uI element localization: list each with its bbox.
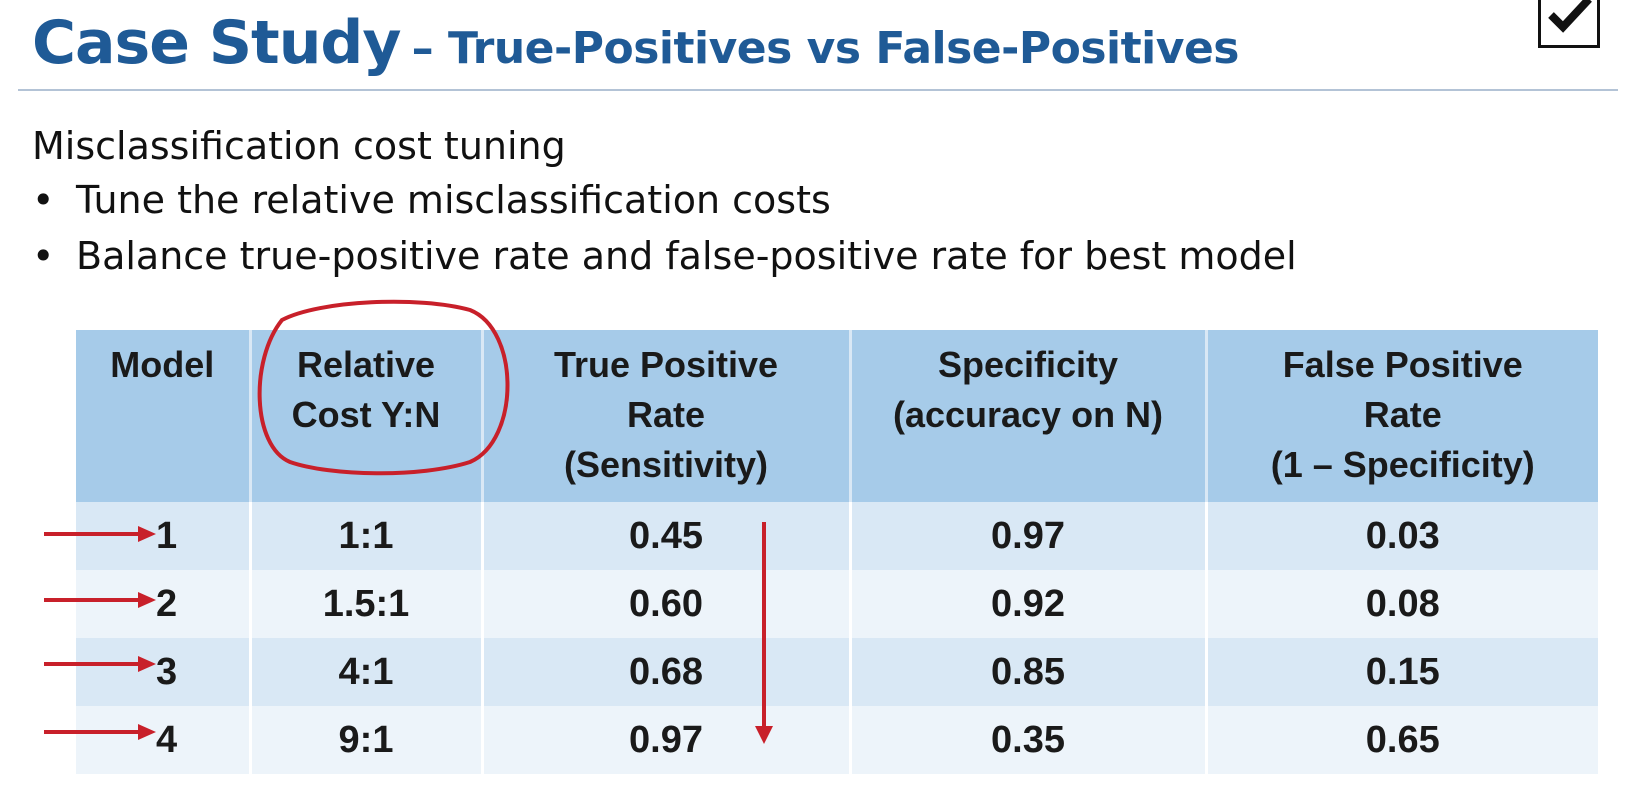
results-table-container: Model Relative Cost Y:N True Positive Rate… (76, 330, 1598, 774)
bullet-dot: • (32, 234, 55, 278)
title-main: Case Study (32, 8, 401, 78)
cell-specificity: 0.85 (850, 638, 1208, 706)
bullet-list: • Tune the relative misclassification cos… (32, 178, 1297, 290)
cell-model: 1 (76, 502, 252, 570)
bullet-item: • Tune the relative misclassification cos… (32, 178, 1297, 234)
header-relative-cost: Relative Cost Y:N (250, 330, 484, 502)
bullet-item: • Balance true-positive rate and false-po… (32, 234, 1297, 290)
checkbox-icon[interactable] (1538, 0, 1600, 48)
table-row: 4 9:1 0.97 0.35 0.65 (76, 706, 1598, 774)
header-false-positive-rate: False Positive Rate (1 – Specificity) (1206, 330, 1598, 502)
table-header-row: Model Relative Cost Y:N True Positive Rate… (76, 330, 1598, 502)
bullet-text: Balance true-positive rate and false-pos… (76, 234, 1297, 278)
cell-fpr: 0.65 (1206, 706, 1598, 774)
intro-text: Misclassification cost tuning (32, 124, 566, 168)
cell-cost: 1:1 (250, 502, 484, 570)
cell-cost: 9:1 (250, 706, 484, 774)
title-divider (18, 89, 1618, 91)
title-subtitle: – True-Positives vs False-Positives (411, 23, 1240, 74)
header-label: Specificity (accuracy on N) (892, 344, 1164, 435)
cell-specificity: 0.35 (850, 706, 1208, 774)
bullet-dot: • (32, 178, 55, 222)
cell-model: 2 (76, 570, 252, 638)
cell-tpr: 0.97 (482, 706, 852, 774)
cell-fpr: 0.08 (1206, 570, 1598, 638)
cell-fpr: 0.15 (1206, 638, 1598, 706)
cell-tpr: 0.60 (482, 570, 852, 638)
header-label: True Positive Rate (Sensitivity) (553, 344, 779, 485)
results-table: Model Relative Cost Y:N True Positive Rate… (76, 330, 1598, 774)
header-model: Model (76, 330, 252, 502)
cell-cost: 1.5:1 (250, 570, 484, 638)
table-row: 2 1.5:1 0.60 0.92 0.08 (76, 570, 1598, 638)
cell-cost: 4:1 (250, 638, 484, 706)
cell-tpr: 0.45 (482, 502, 852, 570)
header-true-positive-rate: True Positive Rate (Sensitivity) (482, 330, 852, 502)
header-specificity: Specificity (accuracy on N) (850, 330, 1208, 502)
cell-tpr: 0.68 (482, 638, 852, 706)
slide-title: Case Study – True-Positives vs False-Pos… (32, 8, 1239, 78)
cell-specificity: 0.92 (850, 570, 1208, 638)
header-label: Relative Cost Y:N (291, 344, 441, 435)
header-label: Model (110, 344, 215, 385)
cell-fpr: 0.03 (1206, 502, 1598, 570)
checkmark-icon (1548, 0, 1592, 33)
cell-model: 3 (76, 638, 252, 706)
table-row: 3 4:1 0.68 0.85 0.15 (76, 638, 1598, 706)
header-label: False Positive Rate (1 – Specificity) (1270, 344, 1535, 485)
table-row: 1 1:1 0.45 0.97 0.03 (76, 502, 1598, 570)
bullet-text: Tune the relative misclassification cost… (76, 178, 831, 222)
cell-specificity: 0.97 (850, 502, 1208, 570)
cell-model: 4 (76, 706, 252, 774)
